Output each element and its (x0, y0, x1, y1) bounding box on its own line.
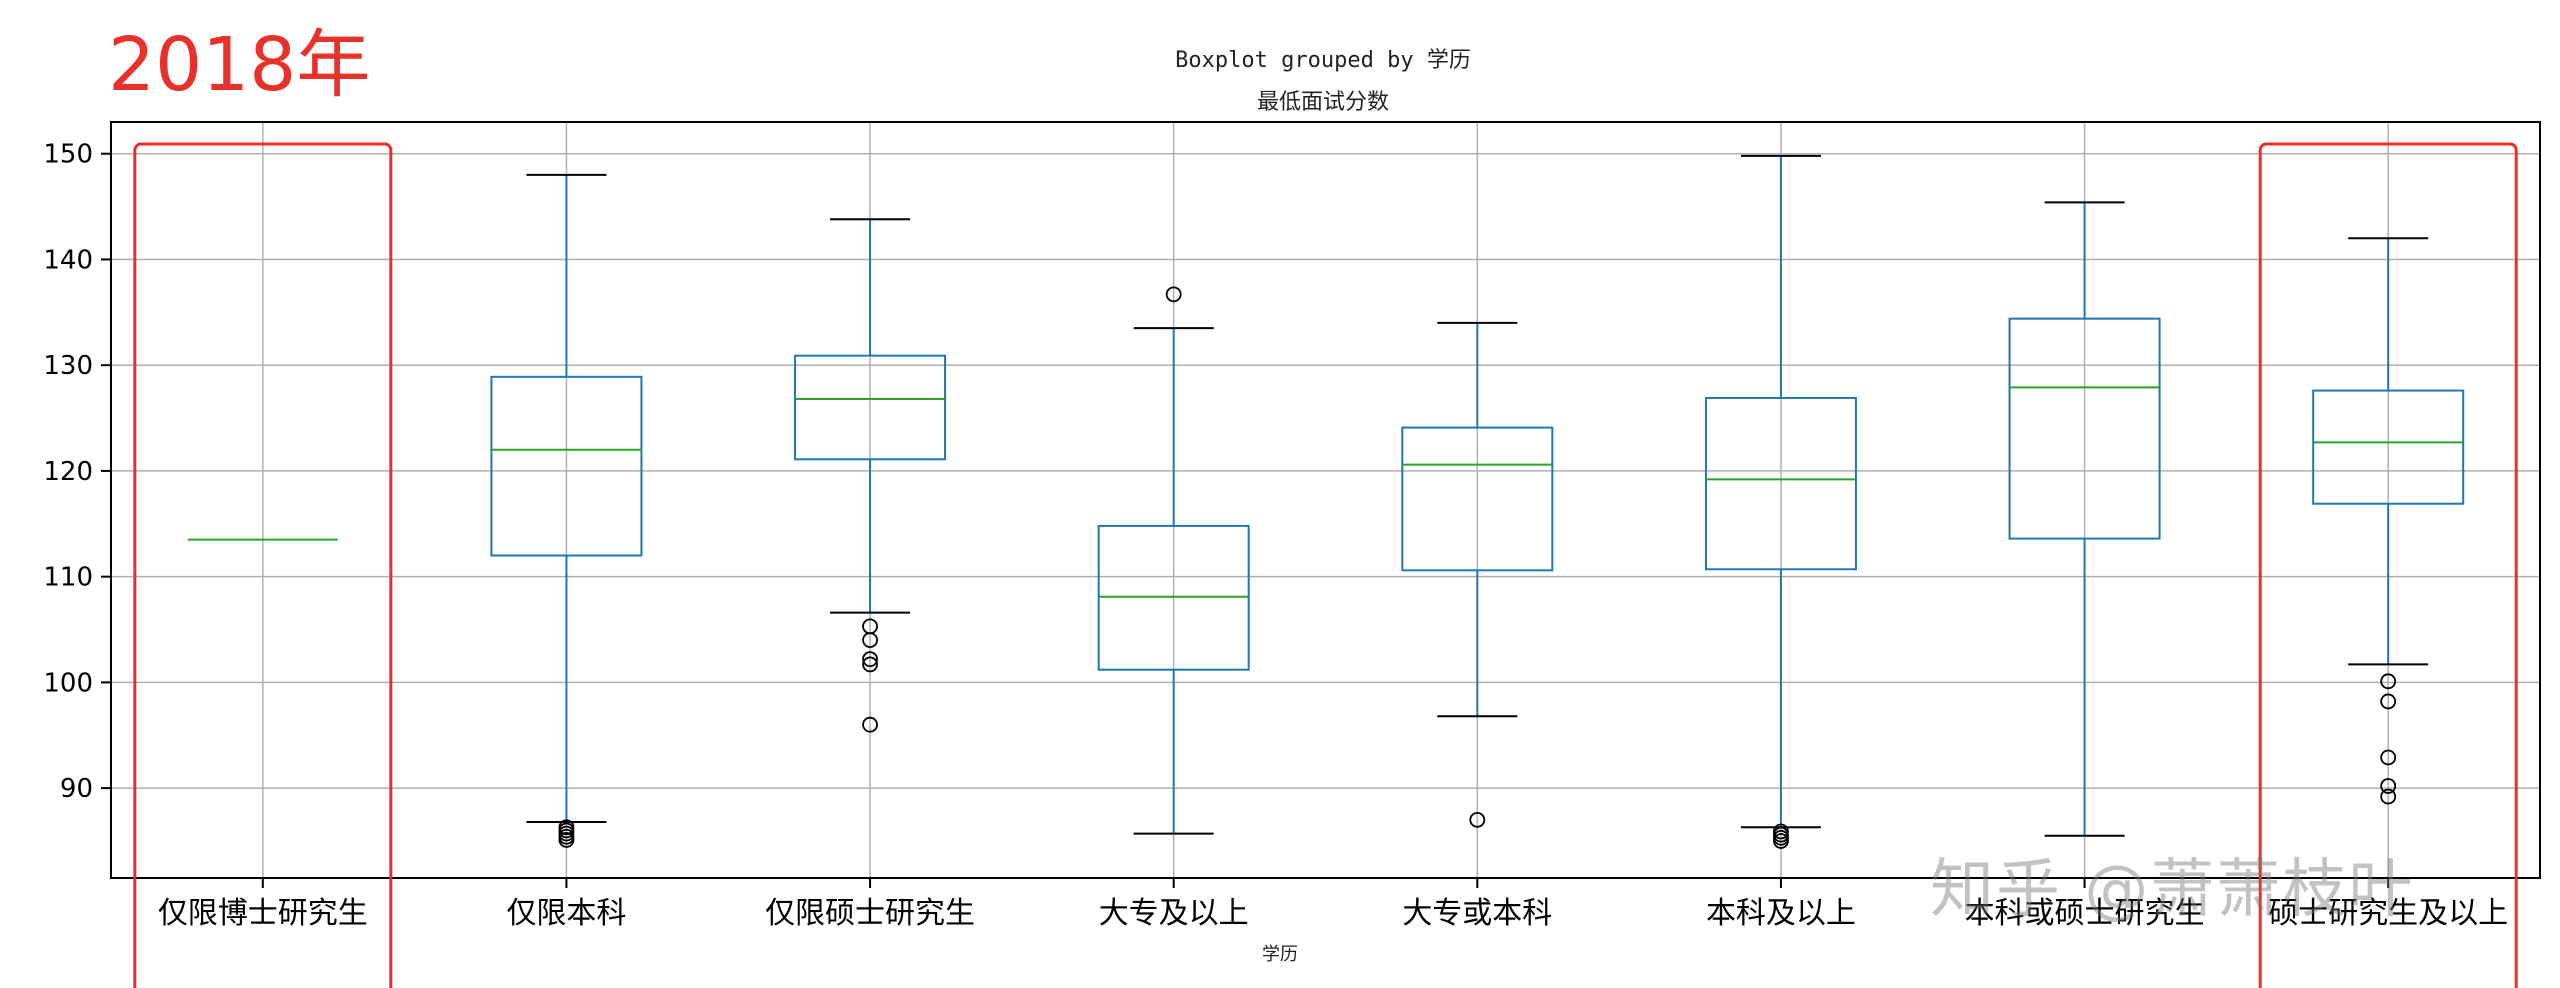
y-tick-label: 140 (43, 245, 93, 275)
box-group (2312, 237, 2465, 805)
outlier-point (862, 651, 878, 668)
chart-title: Boxplot grouped by 学历 (1175, 48, 1471, 73)
grid-lines (111, 122, 2540, 878)
highlight-boxes (133, 142, 2518, 988)
box-group (490, 173, 643, 848)
outlier-point (1469, 811, 1486, 828)
highlight-box (2258, 142, 2518, 988)
axes-layer: 90 100 110 120 130 140 150 仅限博士研究生 仅限本科 仅限硕士研究生 大专… (43, 140, 2508, 931)
y-tick-label: 130 (43, 351, 93, 381)
chart-subtitle: 最低面试分数 (1256, 90, 1389, 115)
year-annotation: 2018年 (108, 22, 371, 108)
boxes-layer (187, 154, 2465, 849)
box-group (1097, 286, 1250, 835)
iqr-box (2312, 389, 2465, 505)
outlier-point (2380, 673, 2397, 690)
iqr-box (794, 354, 947, 461)
x-tick-label: 仅限博士研究生 (158, 896, 368, 931)
box-group (1704, 154, 1857, 849)
iqr-box (1704, 396, 1857, 571)
x-tick-label: 仅限硕士研究生 (765, 896, 975, 931)
box-group (1401, 321, 1554, 828)
y-tick-label: 90 (60, 774, 93, 804)
x-axis-label: 学历 (1262, 944, 1298, 965)
iqr-box (1401, 426, 1554, 572)
y-tick-label: 110 (43, 563, 93, 593)
x-tick-label: 大专及以上 (1099, 896, 1249, 931)
outlier-point (2380, 788, 2397, 805)
box-group (2008, 201, 2161, 837)
x-tick-label: 本科或硕士研究生 (1965, 896, 2205, 931)
outlier-point (1773, 833, 1789, 849)
x-tick-label: 大专或本科 (1402, 896, 1552, 931)
box-group (794, 218, 947, 733)
outlier-point (2380, 693, 2397, 710)
y-tick-label: 100 (43, 668, 93, 698)
x-tick-label: 硕士研究生及以上 (2268, 896, 2508, 931)
outlier-point (862, 656, 878, 673)
outlier-point (1165, 286, 1182, 303)
watermark: 知乎 @萧萧枝叶 (1930, 853, 2415, 927)
y-tick-label: 120 (43, 457, 93, 487)
outlier-point (2380, 749, 2397, 766)
iqr-box (2008, 317, 2161, 540)
plot-area-frame (110, 121, 2541, 879)
highlight-box (133, 142, 393, 988)
outlier-point (862, 716, 878, 733)
outlier-point (558, 832, 575, 848)
y-tick-label: 150 (43, 140, 93, 170)
x-tick-label: 仅限本科 (506, 896, 626, 931)
x-tick-label: 本科及以上 (1706, 896, 1856, 931)
outlier-point (2380, 778, 2397, 794)
iqr-box (1097, 524, 1250, 671)
outlier-point (862, 632, 878, 648)
iqr-box (490, 375, 643, 557)
